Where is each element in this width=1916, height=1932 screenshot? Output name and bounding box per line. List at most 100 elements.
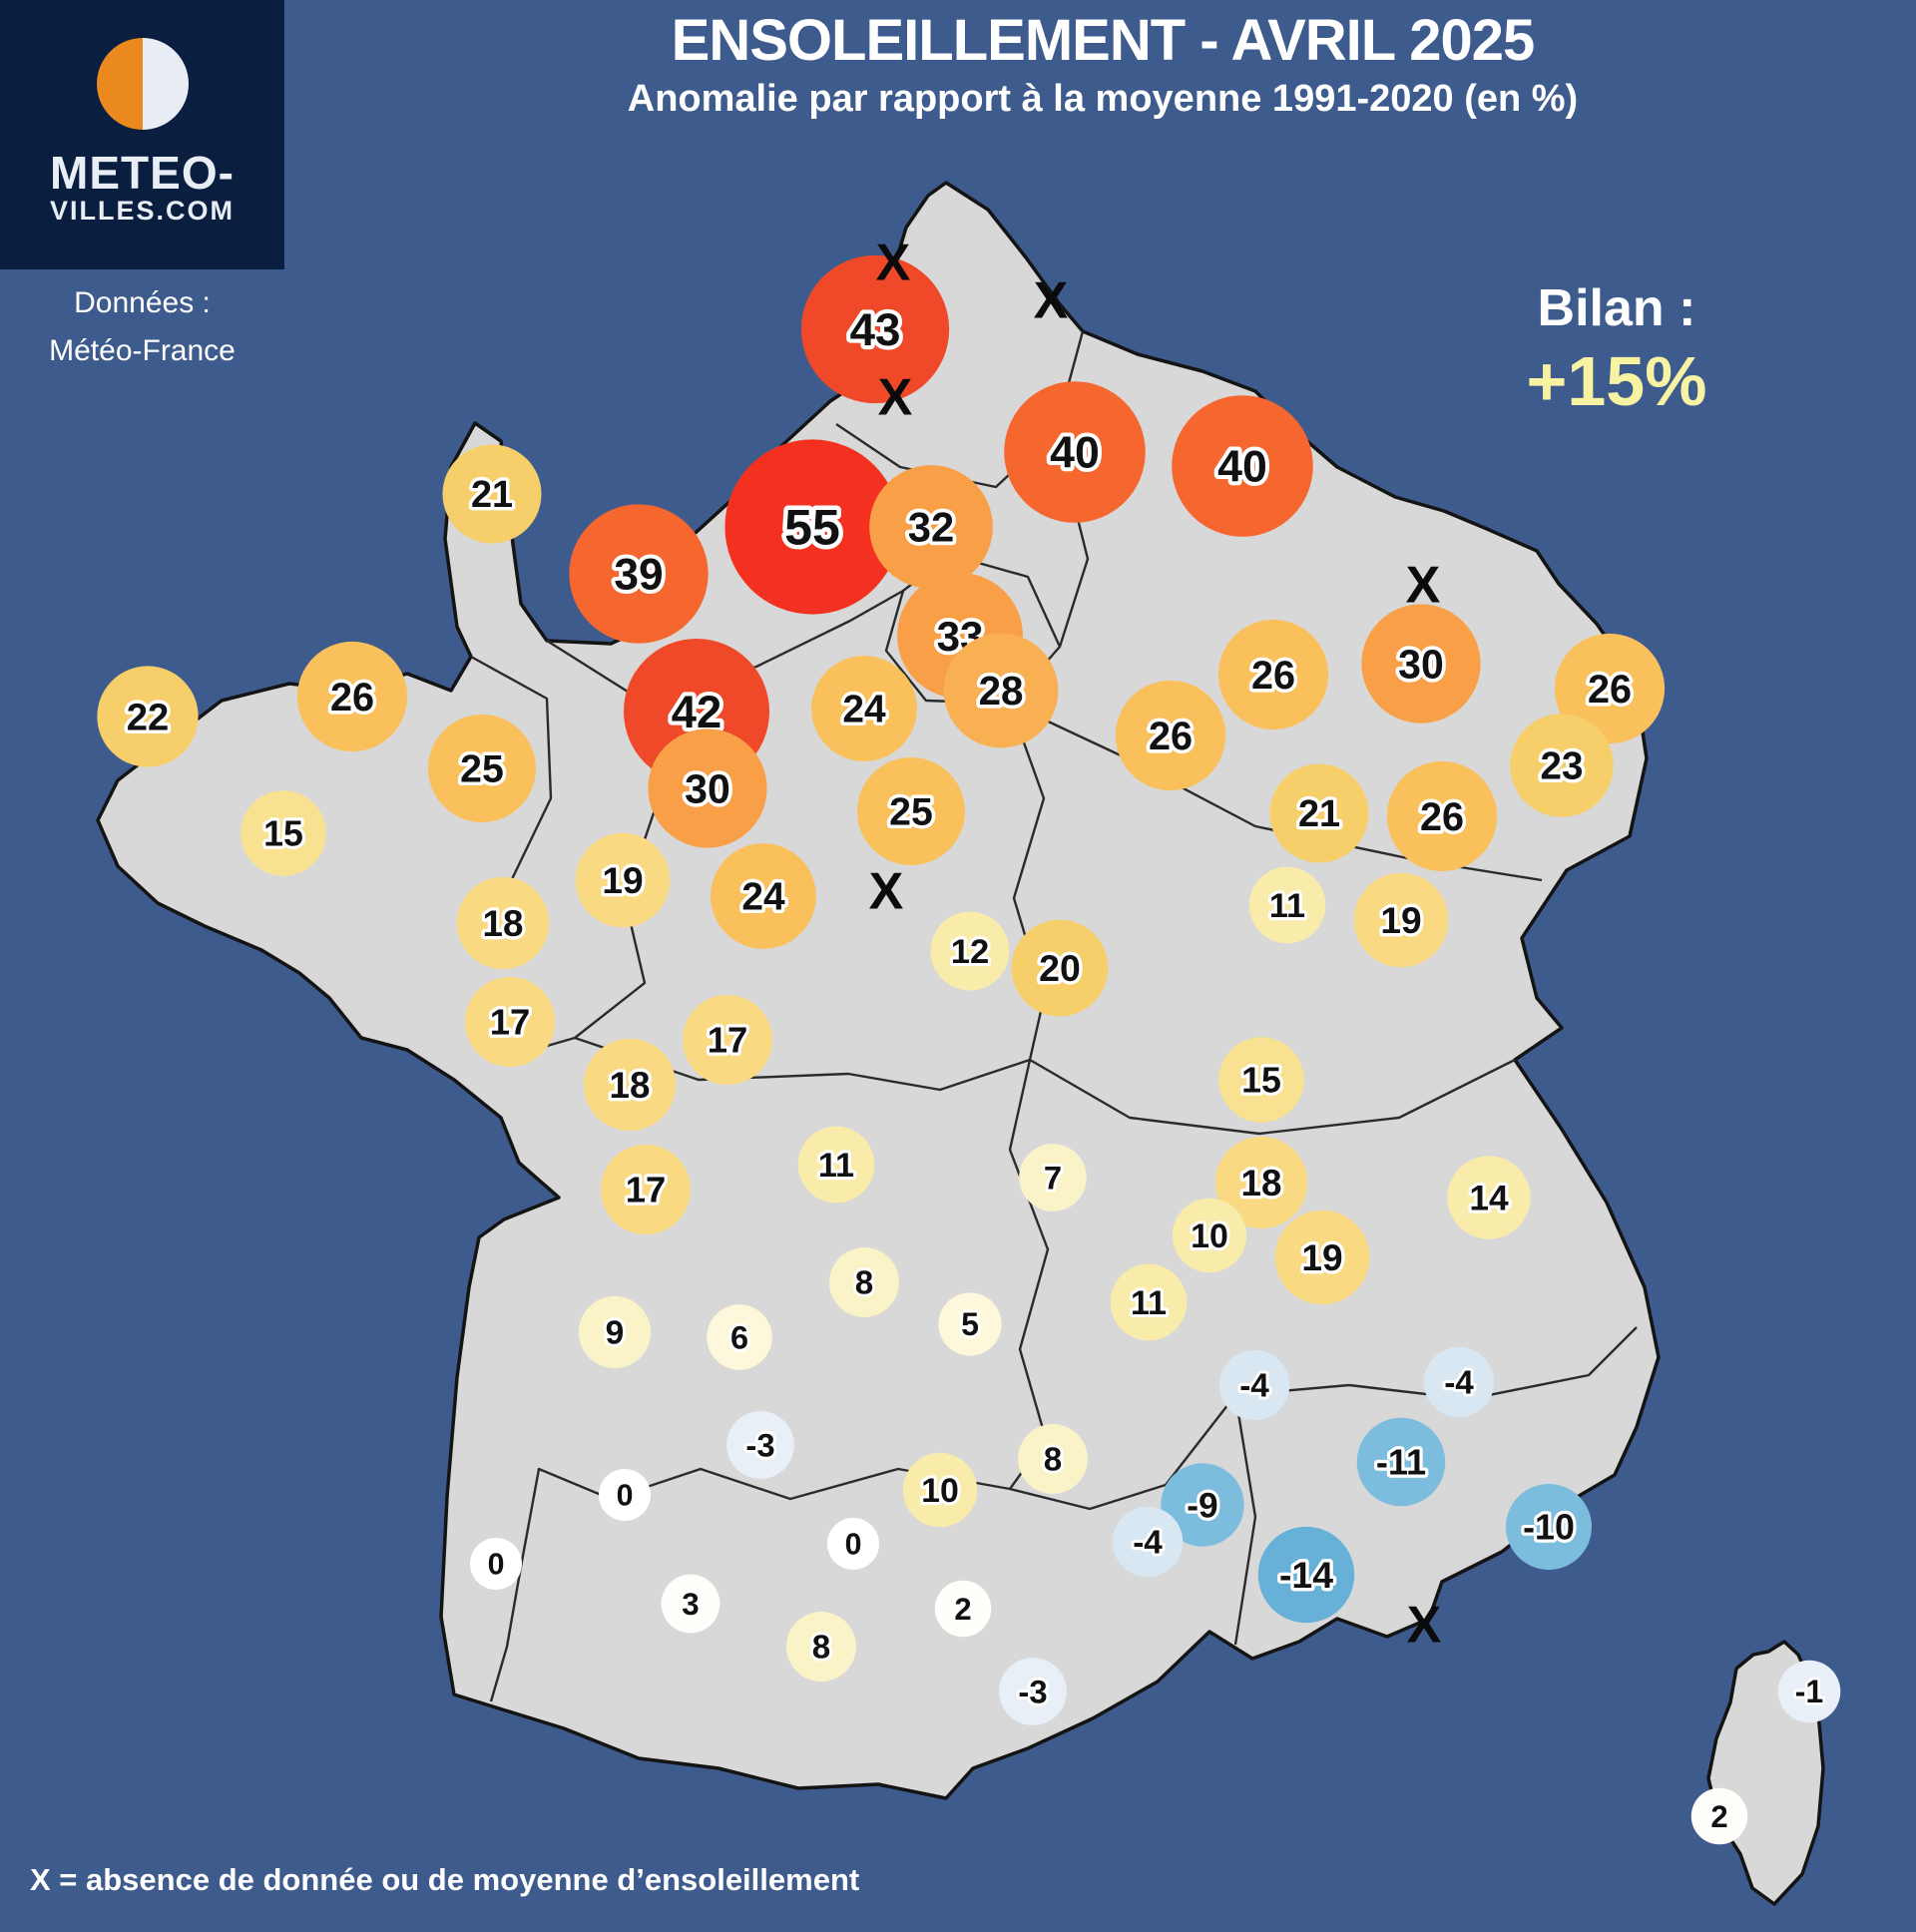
anomaly-bubble — [682, 994, 773, 1086]
anomaly-bubble — [1447, 1156, 1531, 1239]
anomaly-value-label: 18 — [1241, 1163, 1282, 1204]
logo: METEO- VILLES.COM — [0, 0, 284, 269]
anomaly-value-label: 26 — [1251, 654, 1295, 698]
anomaly-value-label: 0 — [617, 1480, 634, 1513]
anomaly-bubble — [464, 976, 556, 1068]
anomaly-bubble — [1777, 1660, 1841, 1723]
anomaly-bubble — [578, 1295, 652, 1369]
anomaly-value-label: 19 — [602, 859, 643, 901]
anomaly-value-label: 30 — [1398, 641, 1444, 687]
anomaly-value-label: -1 — [1795, 1674, 1823, 1709]
anomaly-bubble — [1356, 1417, 1446, 1507]
logo-sun-right-half — [143, 38, 189, 130]
anomaly-bubble — [902, 1452, 978, 1528]
anomaly-bubble — [999, 1658, 1067, 1725]
anomaly-value-label: -4 — [1133, 1525, 1163, 1562]
summary-value: +15% — [1526, 342, 1707, 420]
anomaly-value-label: 11 — [818, 1147, 854, 1185]
no-data-marks: X X X X X X — [869, 235, 1442, 1655]
anomaly-bubble — [442, 444, 542, 544]
summary-box: Bilan : +15% — [1457, 279, 1776, 419]
anomaly-bubble — [1274, 1209, 1370, 1305]
anomaly-bubble — [1269, 763, 1369, 863]
anomaly-value-label: 3 — [682, 1587, 699, 1622]
logo-text-top: METEO- — [50, 147, 235, 199]
anomaly-bubble — [240, 790, 326, 876]
anomaly-bubble — [869, 465, 993, 589]
anomaly-bubble — [800, 254, 950, 404]
anomaly-value-label: -3 — [745, 1426, 774, 1463]
no-data-x-mark: X — [878, 369, 913, 427]
anomaly-value-label: 40 — [1217, 443, 1267, 492]
data-source: Données : Météo-France — [0, 279, 284, 375]
anomaly-value-label: 0 — [845, 1529, 862, 1562]
anomaly-bubble — [1690, 1787, 1748, 1845]
anomaly-bubble — [1172, 1198, 1247, 1273]
anomaly-value-label: 26 — [1149, 715, 1193, 758]
anomaly-value-label: 18 — [610, 1065, 651, 1106]
anomaly-bubble — [1214, 1136, 1308, 1229]
anomaly-bubble — [726, 1411, 794, 1479]
anomaly-value-label: 20 — [1039, 947, 1081, 989]
anomaly-bubble — [1361, 604, 1481, 724]
anomaly-value-label: 26 — [1588, 668, 1632, 712]
anomaly-value-label: 0 — [488, 1549, 505, 1582]
anomaly-bubble — [711, 843, 816, 949]
anomaly-bubble — [1510, 714, 1614, 817]
anomaly-bubble — [583, 1038, 677, 1132]
anomaly-value-label: -3 — [1018, 1673, 1047, 1709]
anomaly-value-label: 2 — [954, 1592, 971, 1627]
no-data-x-mark: X — [1407, 1597, 1442, 1655]
anomaly-value-label: -10 — [1523, 1508, 1575, 1548]
anomaly-bubble — [1011, 919, 1109, 1017]
anomaly-value-label: 28 — [979, 668, 1024, 714]
anomaly-value-label: 26 — [1420, 795, 1464, 839]
anomaly-value-label: 8 — [855, 1265, 873, 1302]
anomaly-value-label: 17 — [490, 1002, 531, 1043]
anomaly-bubble — [296, 641, 408, 752]
summary-label: Bilan : — [1537, 279, 1696, 337]
anomaly-bubble — [857, 757, 965, 865]
no-data-x-mark: X — [869, 863, 904, 921]
logo-text-bottom: VILLES.COM — [49, 196, 235, 226]
anomaly-bubble — [1423, 1346, 1495, 1418]
anomaly-value-label: 15 — [1241, 1060, 1281, 1100]
anomaly-bubble — [938, 1292, 1002, 1356]
anomaly-value-label: 15 — [263, 813, 303, 853]
anomaly-value-label: 10 — [1191, 1217, 1228, 1255]
anomaly-value-label: 9 — [606, 1315, 625, 1352]
anomaly-bubble — [1248, 866, 1326, 944]
legend-note: X = absence de donnée ou de moyenne d’en… — [30, 1862, 860, 1897]
anomaly-value-label: 19 — [1301, 1236, 1342, 1278]
anomaly-value-label: 40 — [1050, 429, 1100, 478]
anomaly-bubble — [599, 1469, 651, 1521]
data-source-label: Données : — [74, 286, 211, 319]
anomaly-value-label: 43 — [850, 304, 901, 355]
anomaly-bubble — [648, 728, 767, 848]
anomaly-value-label: -14 — [1279, 1554, 1333, 1596]
anomaly-bubble — [930, 911, 1010, 991]
anomaly-value-label: 24 — [741, 876, 785, 919]
anomaly-bubble — [786, 1612, 856, 1682]
anomaly-value-label: 8 — [1044, 1442, 1062, 1479]
anomaly-bubble — [829, 1247, 899, 1317]
anomaly-value-label: -11 — [1376, 1442, 1426, 1483]
anomaly-value-label: 18 — [483, 903, 524, 944]
header: ENSOLEILLEMENT - AVRIL 2025 Anomalie par… — [299, 8, 1906, 122]
anomaly-bubble — [1506, 1484, 1592, 1570]
anomaly-bubble — [934, 1580, 992, 1638]
logo-sun-left-half — [97, 38, 143, 130]
anomaly-bubble — [1554, 633, 1666, 744]
anomaly-bubble — [1018, 1424, 1088, 1494]
anomaly-bubble — [1217, 619, 1329, 730]
anomaly-bubble — [1257, 1526, 1355, 1624]
anomaly-value-label: 10 — [921, 1472, 959, 1510]
anomaly-bubble — [569, 504, 709, 644]
anomaly-bubble — [1353, 872, 1449, 968]
anomaly-bubble — [1004, 381, 1146, 523]
page-subtitle: Anomalie par rapport à la moyenne 1991-2… — [627, 78, 1579, 120]
anomaly-bubble — [1386, 760, 1498, 872]
anomaly-value-label: 21 — [1298, 793, 1340, 835]
